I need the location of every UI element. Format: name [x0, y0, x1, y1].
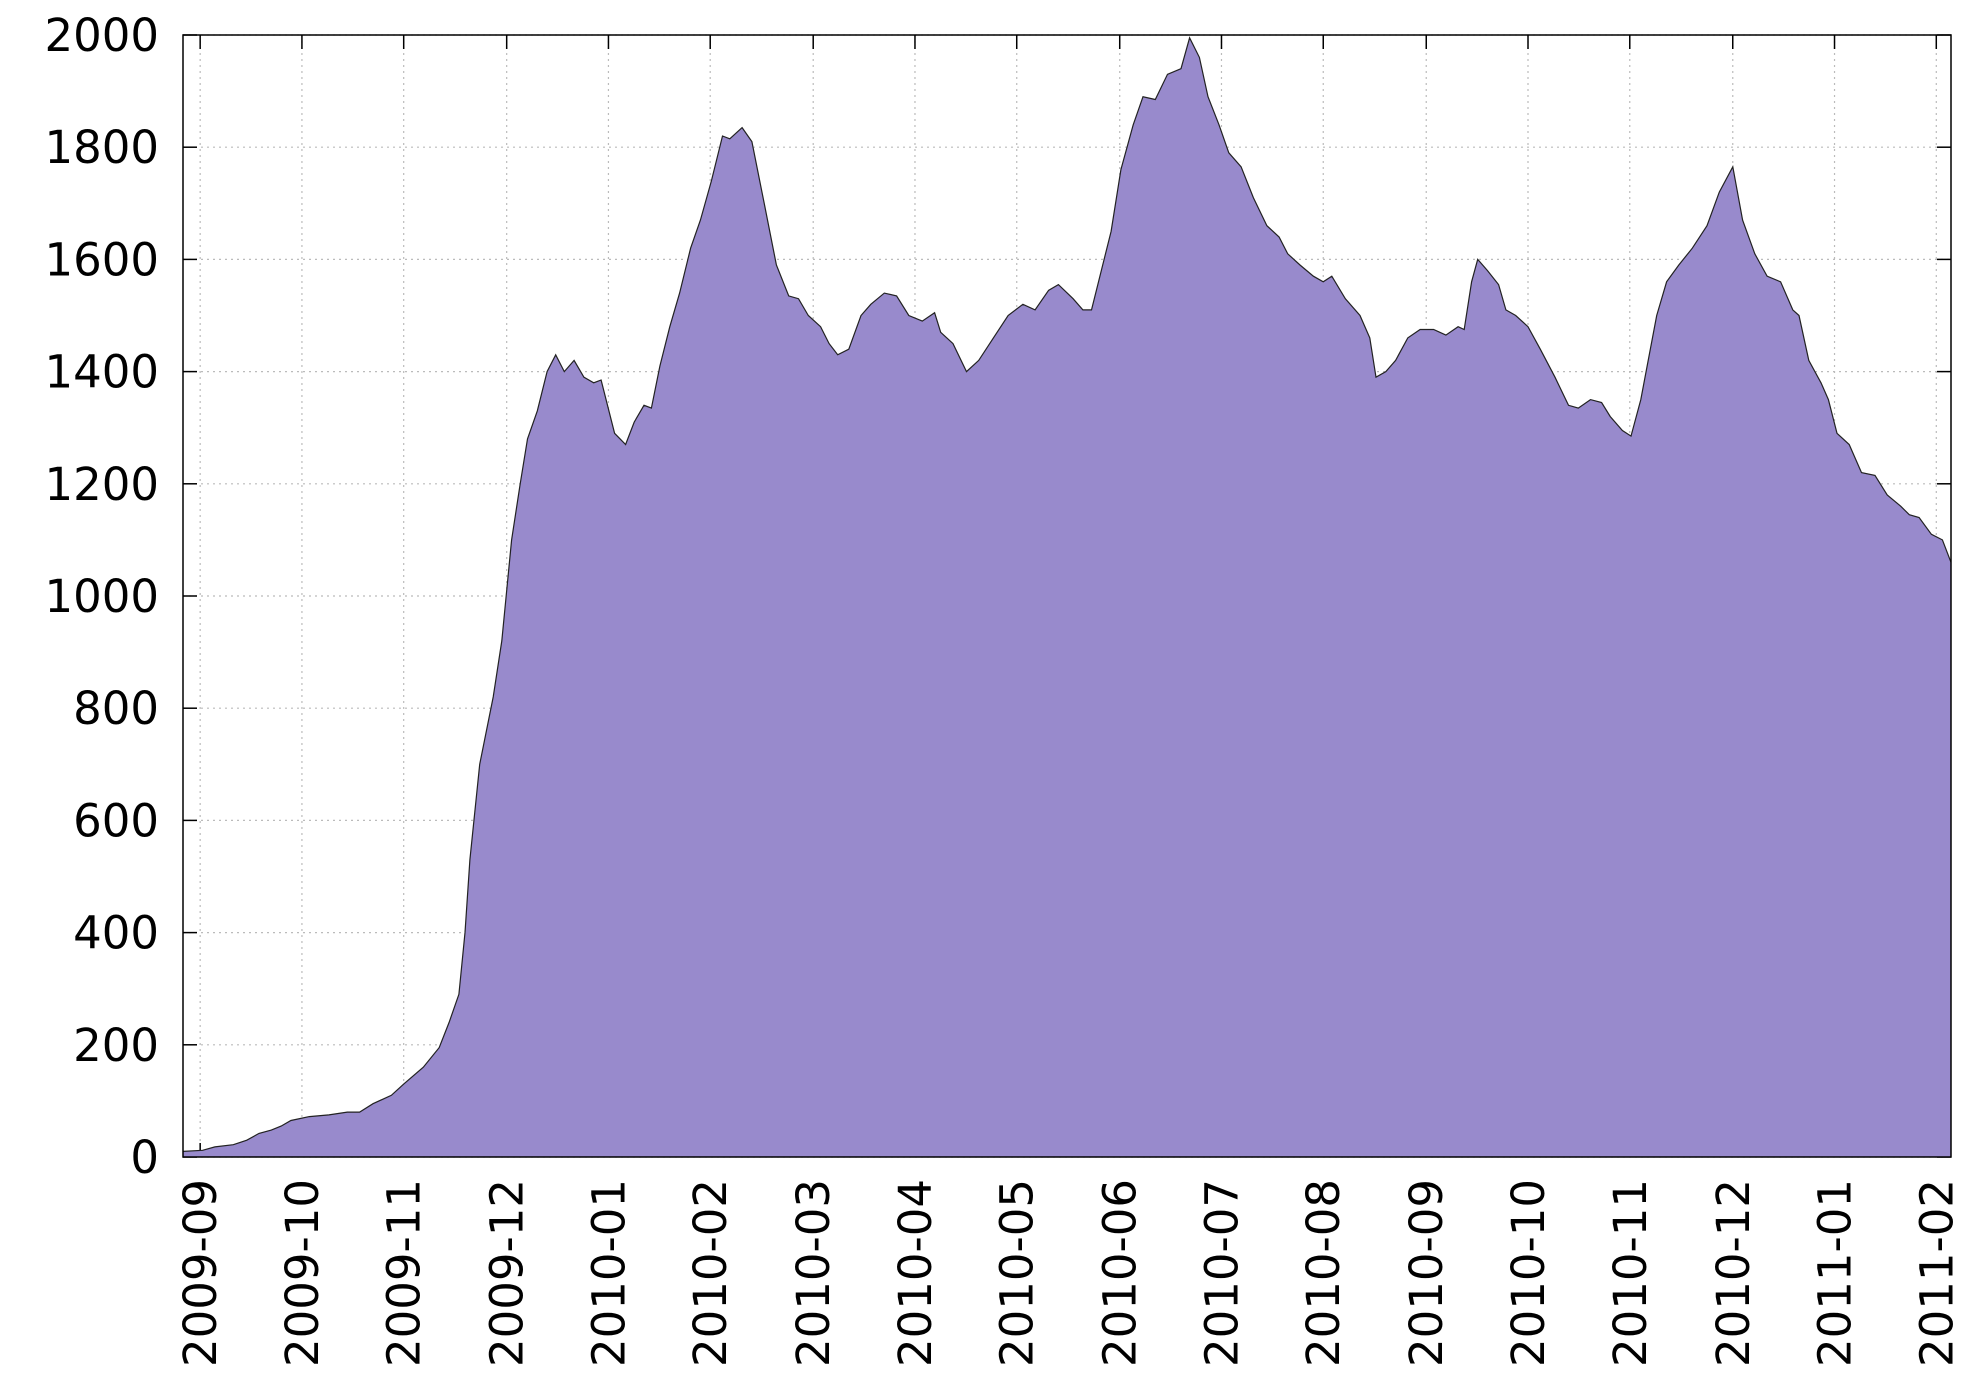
x-tick-label: 2009-09: [174, 1179, 227, 1367]
x-tick-label: 2010-04: [889, 1179, 942, 1367]
x-tick-label: 2009-10: [276, 1179, 329, 1367]
x-tick-label: 2010-08: [1297, 1179, 1350, 1367]
x-tick-label: 2010-11: [1604, 1179, 1657, 1367]
y-tick-label: 1200: [44, 458, 159, 511]
x-tick-label: 2010-12: [1707, 1179, 1760, 1367]
y-tick-label: 1800: [44, 121, 159, 174]
y-tick-label: 1400: [44, 346, 159, 399]
y-tick-label: 1600: [44, 233, 159, 286]
x-tick-label: 2009-11: [378, 1179, 431, 1367]
area: [183, 37, 1951, 1157]
y-tick-label: 1000: [44, 570, 159, 623]
x-tick-label: 2010-03: [787, 1179, 840, 1367]
x-tick-label: 2010-02: [684, 1179, 737, 1367]
x-tick-label: 2011-02: [1910, 1179, 1962, 1367]
x-tick-label: 2010-09: [1400, 1179, 1453, 1367]
y-tick-label: 200: [73, 1019, 159, 1072]
x-tick-label: 2010-07: [1195, 1179, 1248, 1367]
x-tick-label: 2010-05: [991, 1179, 1044, 1367]
x-tick-label: 2009-12: [481, 1179, 534, 1367]
y-tick-label: 400: [73, 907, 159, 960]
area-outline: [182, 36, 1952, 1152]
y-tick-label: 600: [73, 794, 159, 847]
x-tick-label: 2010-01: [582, 1179, 635, 1367]
x-tick-label: 2011-01: [1809, 1179, 1862, 1367]
x-tick-label: 2010-10: [1502, 1179, 1555, 1367]
y-tick-label: 800: [73, 682, 159, 735]
y-tick-label: 0: [130, 1131, 159, 1184]
plot-border: [182, 34, 1952, 1158]
y-tick-label: 2000: [44, 9, 159, 62]
x-tick-label: 2010-06: [1094, 1179, 1147, 1367]
